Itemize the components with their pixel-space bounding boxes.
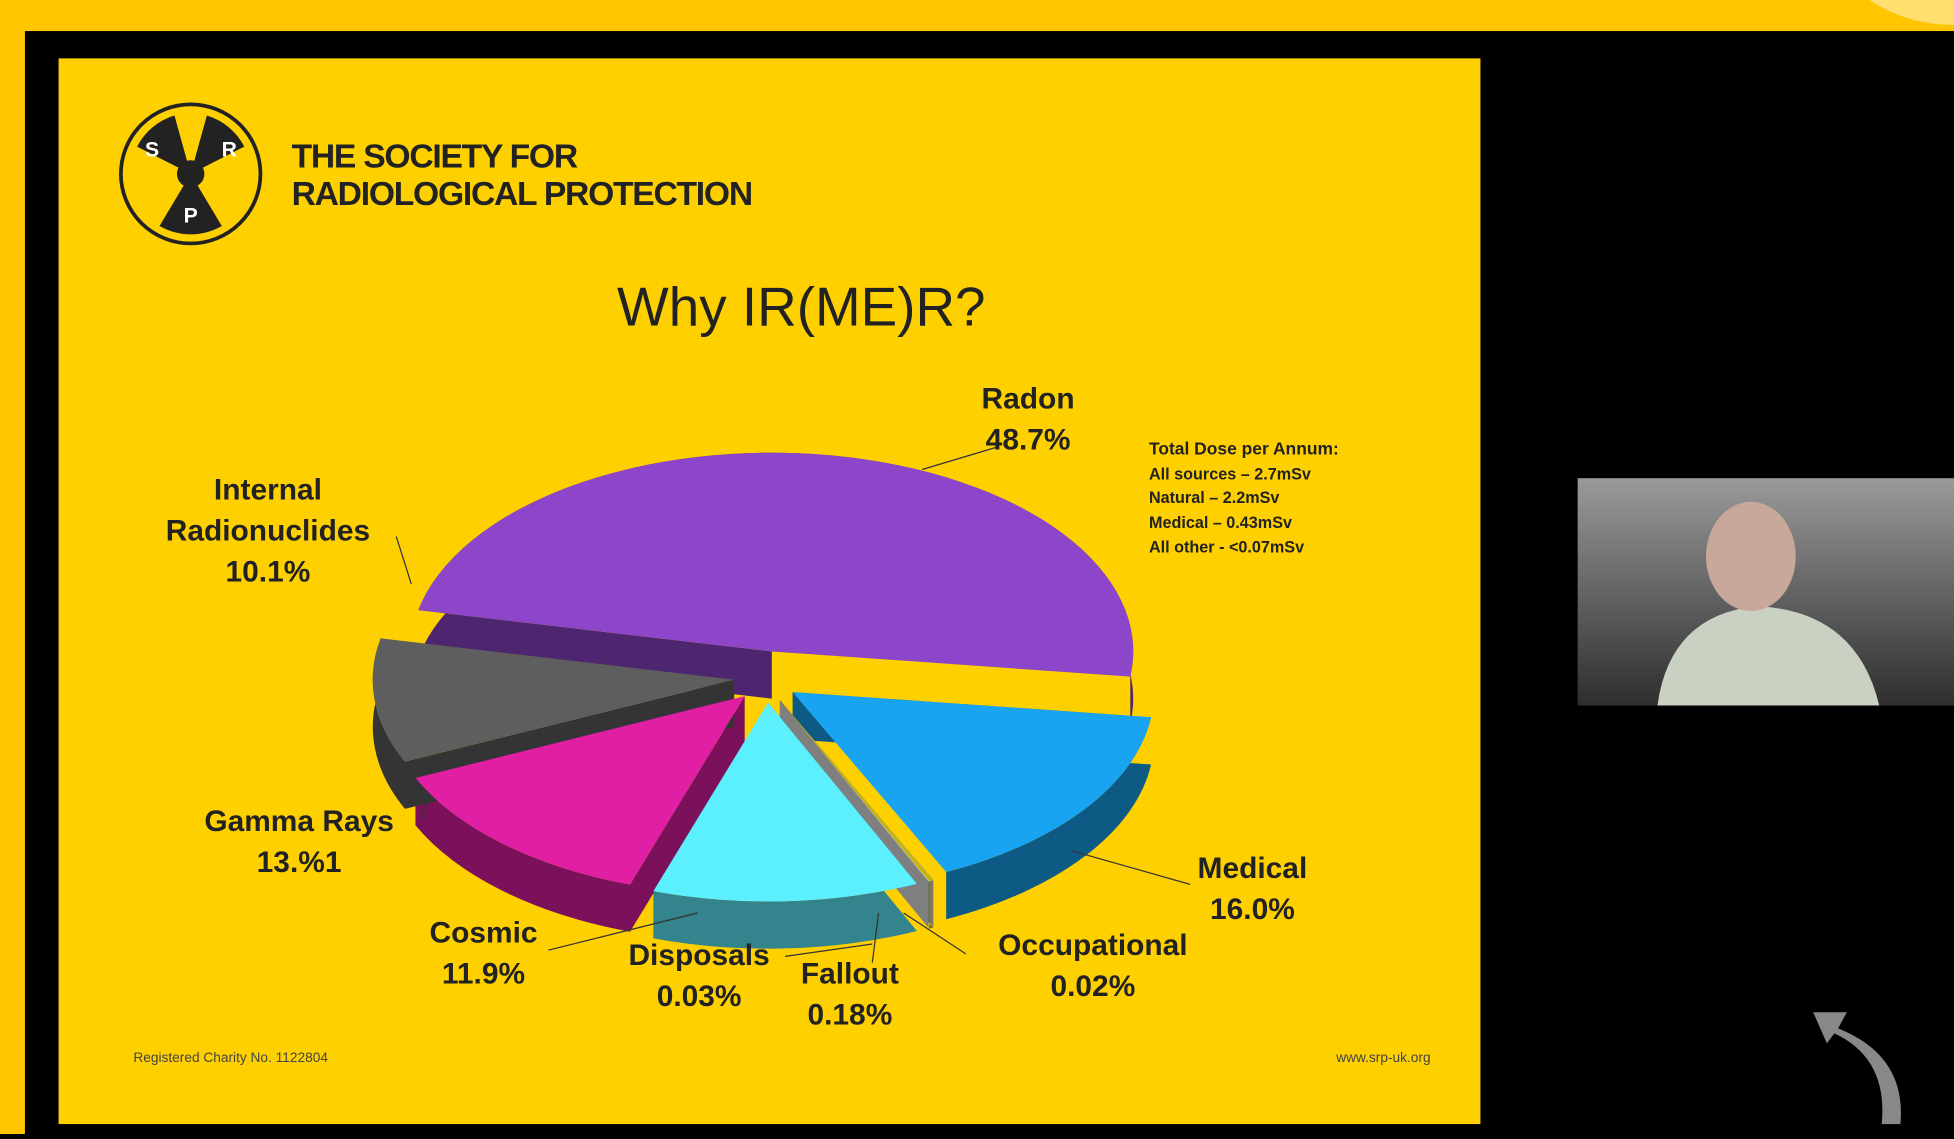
label-box: Fallout 0.18%: [713, 954, 987, 1036]
logo-letter: R: [222, 139, 237, 162]
pie-slice: [415, 696, 745, 885]
webcam: [1577, 478, 1954, 706]
value-label: 16.0%: [1209, 893, 1295, 927]
pie-slice: [779, 700, 930, 882]
leader-line: [903, 912, 967, 955]
slice-label: Cosmic 11.9%: [346, 913, 620, 995]
note-line: All sources – 2.7mSv: [1149, 465, 1311, 483]
label-box: Disposals 0.03%: [562, 935, 836, 1017]
person-head: [1706, 501, 1796, 612]
slice-label: Internal Radionuclides 10.1%: [131, 469, 405, 592]
logo-center: [176, 160, 205, 188]
slice-label: Gamma Rays 13.%1: [162, 801, 436, 883]
slice-label: Occupational 0.02%: [956, 925, 1230, 1007]
note-line: Natural – 2.2mSv: [1149, 489, 1279, 507]
label-box: Internal Radionuclides 10.1%: [131, 469, 405, 592]
frame-corner: [1869, 0, 1954, 25]
value-label: 0.03%: [656, 979, 742, 1014]
value-label: 13.%1: [256, 845, 342, 880]
category-name: Fallout: [800, 957, 899, 992]
category-name: Disposals: [628, 938, 770, 973]
category-name: Cosmic: [429, 916, 538, 951]
logo-ring: [119, 102, 263, 246]
org-name: THE SOCIETY FOR: [292, 139, 578, 176]
value-label: 48.7%: [985, 423, 1071, 458]
leader-line: [420, 794, 431, 820]
category-name: Internal Radionuclides: [165, 473, 371, 548]
label-box: Gamma Rays 13.%1: [162, 801, 436, 883]
leader-line: [871, 912, 880, 963]
chart-title: Why IR(ME)R?: [617, 276, 986, 338]
label-box: Medical 16.0%: [1115, 848, 1389, 930]
pie-slice: [653, 702, 917, 902]
category-name: Gamma Rays: [204, 804, 394, 839]
logo: S R P: [119, 102, 263, 246]
logo-letter: P: [184, 204, 198, 227]
slice-side: [415, 696, 745, 932]
logo-letter: S: [145, 139, 159, 162]
person-body: [1657, 606, 1880, 706]
slice-label: Fallout 0.18%: [713, 954, 987, 1036]
slice-label: Medical 16.0%: [1115, 848, 1389, 930]
label-box: Occupational 0.02%: [956, 925, 1230, 1007]
frame-left: [0, 0, 25, 1134]
pie-chart: Radon 48.7% Medical 16.0% Occupational 0.02% F…: [131, 379, 1389, 1036]
dose-note: Total Dose per Annum: All sources – 2.7m…: [1149, 439, 1339, 557]
note-line: Medical – 0.43mSv: [1149, 514, 1292, 532]
category-name: Occupational: [998, 929, 1188, 963]
value-label: 11.9%: [441, 957, 526, 992]
leader-line: [785, 943, 873, 958]
value-label: 10.1%: [225, 555, 311, 589]
leader-line: [921, 446, 998, 471]
frame-top: [0, 0, 1954, 32]
website: www.srp-uk.org: [1335, 1050, 1430, 1065]
slice-label: Radon 48.7%: [891, 379, 1165, 461]
pie-slice: [780, 700, 934, 881]
category-name: Radon: [981, 382, 1075, 417]
label-box: Radon 48.7%: [891, 379, 1165, 461]
value-label: 0.18%: [807, 998, 893, 1033]
leader-line: [1071, 850, 1191, 885]
pie-slice: [792, 692, 1152, 873]
leader-line: [395, 536, 412, 584]
slice-label: Disposals 0.03%: [562, 935, 836, 1017]
pie-slice: [779, 700, 934, 882]
label-box: Cosmic 11.9%: [346, 913, 620, 995]
pie-slice: [372, 638, 735, 762]
pie-slice: [418, 452, 1134, 677]
category-name: Medical: [1197, 852, 1308, 886]
note-title: Total Dose per Annum:: [1149, 439, 1339, 459]
charity-number: Registered Charity No. 1122804: [133, 1050, 328, 1065]
leader-line: [548, 912, 699, 951]
cursor-arrow: [1813, 1012, 1901, 1125]
org-name: RADIOLOGICAL PROTECTION: [292, 176, 752, 213]
value-label: 0.02%: [1050, 970, 1136, 1004]
note-line: All other - <0.07mSv: [1149, 539, 1304, 557]
